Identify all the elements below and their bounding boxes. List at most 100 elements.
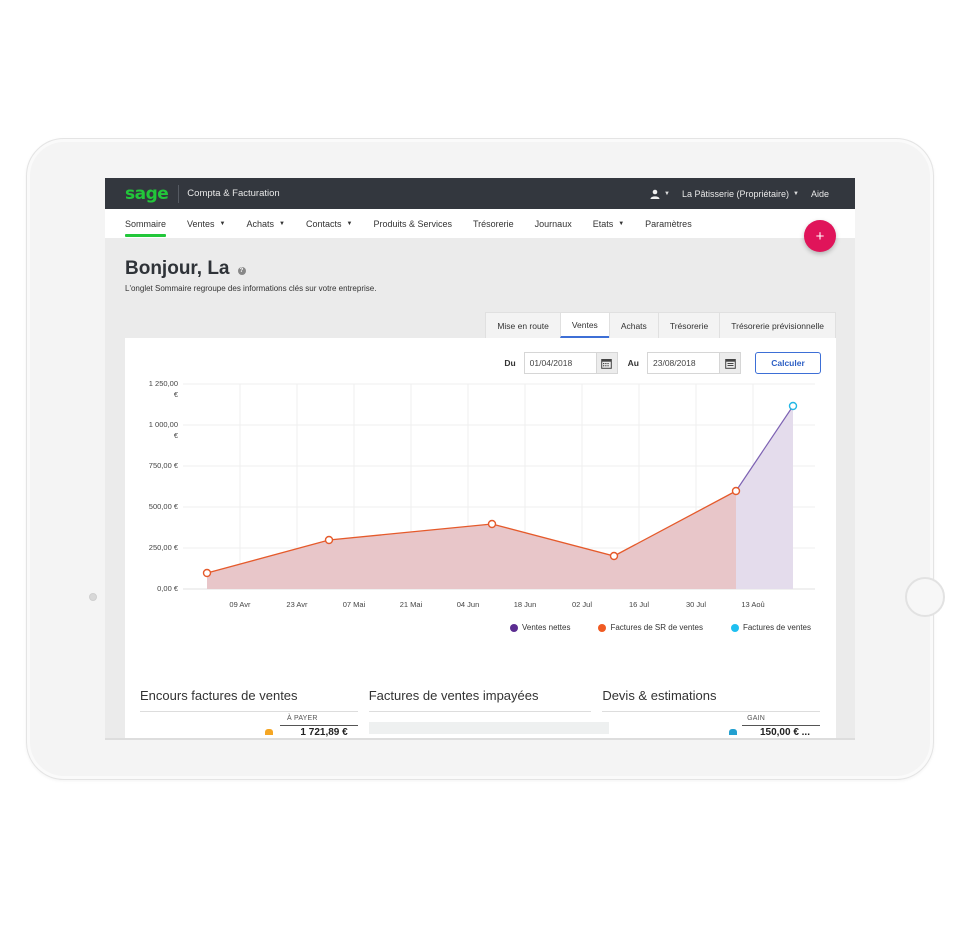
legend-label: Factures de ventes (742, 623, 811, 632)
svg-text:13 Aoû: 13 Aoû (741, 600, 764, 609)
nav-item-sommaire[interactable]: Sommaire (125, 209, 167, 238)
legend-dot-icon (730, 623, 739, 632)
divider (178, 184, 180, 203)
svg-text:18 Jun: 18 Jun (514, 600, 537, 609)
data-point[interactable] (731, 486, 741, 496)
divider (742, 725, 820, 726)
app-screen: sage Compta & Facturation ▼ La Pâtisseri… (105, 178, 855, 740)
svg-text:750,00 €: 750,00 € (149, 461, 179, 470)
widget-label: GAIN (747, 715, 765, 722)
sales-panel: Du 01/04/2018 Au 23/08/2018 Calculer (125, 338, 836, 740)
page-title: Bonjour, La ? (125, 258, 246, 280)
nav-item-etats[interactable]: Etats ▼ (593, 209, 624, 238)
data-point[interactable] (487, 519, 497, 529)
legend-dot-icon (509, 623, 518, 632)
help-icon[interactable]: ? (237, 267, 246, 275)
date-filter: Du 01/04/2018 Au 23/08/2018 Calculer (494, 352, 821, 374)
data-point[interactable] (324, 535, 334, 545)
legend-item-ventes-nettes[interactable]: Ventes nettes (509, 623, 571, 632)
nav-item-journaux[interactable]: Journaux (535, 209, 572, 238)
nav-item-tresorerie[interactable]: Trésorerie (473, 209, 514, 238)
legend-label: Ventes nettes (521, 623, 571, 632)
add-button[interactable]: + (804, 220, 836, 252)
to-date-input[interactable]: 23/08/2018 (647, 352, 719, 374)
progress-bar (368, 722, 609, 734)
legend-item-factures-sr[interactable]: Factures de SR de ventes (598, 623, 703, 632)
nav-item-ventes[interactable]: Ventes ▼ (187, 209, 225, 238)
nav-label: Paramètres (645, 218, 692, 229)
chart-legend: Ventes nettes Factures de SR de ventes F… (509, 623, 811, 632)
chevron-down-icon: ▼ (279, 220, 285, 227)
nav-item-produits-services[interactable]: Produits & Services (373, 209, 452, 238)
company-menu[interactable]: La Pâtisserie (Propriétaire) ▼ (682, 189, 799, 199)
svg-text:09 Avr: 09 Avr (229, 600, 251, 609)
main-nav: Sommaire Ventes ▼ Achats ▼ Contacts ▼ Produ… (105, 209, 855, 238)
data-points (202, 486, 741, 578)
app-name: Compta & Facturation (187, 188, 280, 199)
legend-item-factures-ventes[interactable]: Factures de ventes (730, 623, 811, 632)
pie-marker-icon (729, 729, 738, 735)
nav-label: Journaux (534, 218, 572, 229)
page-subtitle: L'onglet Sommaire regroupe des informati… (125, 284, 377, 293)
calculate-button[interactable]: Calculer (755, 352, 821, 374)
tab-mise-en-route[interactable]: Mise en route (485, 312, 561, 338)
divider (105, 738, 855, 740)
chevron-down-icon: ▼ (346, 220, 353, 227)
summary-widgets: Encours factures de ventes À PAYER 1 721… (140, 688, 820, 740)
widget-encours: Encours factures de ventes À PAYER 1 721… (140, 688, 358, 740)
tab-tresorerie[interactable]: Trésorerie (657, 312, 721, 338)
widget-impayees: Factures de ventes impayées (368, 688, 609, 740)
divider (279, 725, 358, 726)
tab-tresorerie-previsionnelle[interactable]: Trésorerie prévisionnelle (719, 312, 836, 338)
from-calendar-button[interactable] (595, 352, 618, 374)
nav-label: Achats (246, 218, 275, 229)
widget-label: À PAYER (286, 715, 318, 722)
net-sales-line (735, 405, 794, 492)
sales-chart: 1 250,00 € 1 000,00 € 750,00 € 500,00 € … (149, 379, 815, 609)
calendar-icon (724, 358, 736, 369)
nav-item-parametres[interactable]: Paramètres (645, 209, 692, 238)
data-point[interactable] (788, 401, 798, 411)
nav-label: Trésorerie (472, 218, 514, 229)
chevron-down-icon: ▼ (219, 220, 226, 227)
data-point[interactable] (609, 551, 619, 561)
tab-ventes[interactable]: Ventes (559, 312, 610, 338)
nav-label: Sommaire (125, 218, 167, 229)
from-date-input[interactable]: 01/04/2018 (523, 352, 596, 374)
widget-devis: Devis & estimations GAIN 150,00 € ... (602, 688, 820, 740)
nav-label: Produits & Services (373, 218, 452, 229)
widget-title: Encours factures de ventes (140, 688, 358, 712)
company-name: La Pâtisserie (Propriétaire) (681, 188, 790, 199)
data-point[interactable] (202, 568, 212, 578)
top-bar: sage Compta & Facturation ▼ La Pâtisseri… (105, 178, 855, 209)
svg-text:€: € (174, 390, 179, 399)
user-menu[interactable]: ▼ (650, 189, 670, 199)
nav-label: Etats (592, 218, 614, 229)
sage-logo[interactable]: sage (125, 183, 169, 204)
help-link[interactable]: Aide (810, 188, 829, 199)
svg-text:500,00 €: 500,00 € (149, 502, 179, 511)
user-icon (650, 189, 660, 199)
to-calendar-button[interactable] (719, 352, 741, 374)
pie-marker-icon (265, 729, 273, 735)
tab-achats[interactable]: Achats (608, 312, 659, 338)
net-sales-area (736, 406, 793, 589)
widget-value: 150,00 € ... (759, 727, 810, 738)
nav-item-contacts[interactable]: Contacts ▼ (306, 209, 352, 238)
svg-text:16 Jul: 16 Jul (629, 600, 649, 609)
svg-text:02 Jul: 02 Jul (572, 600, 592, 609)
widget-value: 1 721,89 € (300, 727, 348, 738)
svg-text:30 Jul: 30 Jul (686, 600, 706, 609)
to-label: Au (627, 358, 639, 368)
x-axis-labels: 09 Avr 23 Avr 07 Mai 21 Mai 04 Jun 18 Ju… (229, 600, 764, 609)
sr-invoices-area (207, 491, 736, 589)
chevron-down-icon: ▼ (664, 190, 670, 197)
home-button (905, 577, 945, 617)
from-label: Du (504, 358, 516, 368)
nav-item-achats[interactable]: Achats ▼ (247, 209, 285, 238)
greeting-text: Bonjour, La (125, 258, 230, 279)
svg-text:07 Mai: 07 Mai (343, 600, 366, 609)
svg-text:1 250,00: 1 250,00 (149, 379, 178, 388)
summary-tabs: Mise en route Ventes Achats Trésorerie T… (485, 312, 836, 338)
chevron-down-icon: ▼ (618, 220, 625, 227)
